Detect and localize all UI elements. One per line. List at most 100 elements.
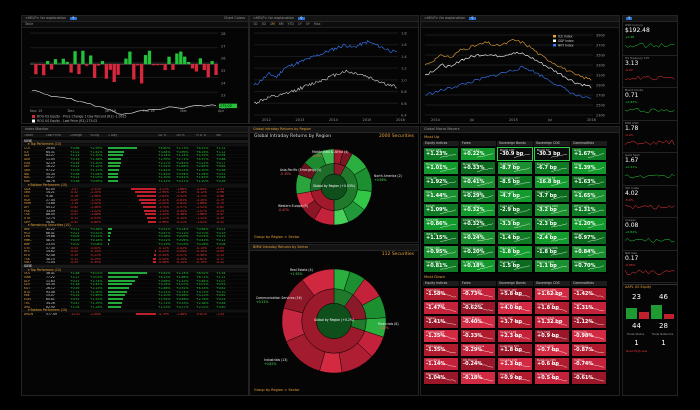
mover-tile[interactable]: Cocoa -1.42% — [571, 287, 607, 301]
mover-tile[interactable]: Mexico CDS -1.1 bp — [534, 259, 570, 273]
mover-tile[interactable]: Indonesia CDS -3.2 bp — [534, 203, 570, 217]
table-row[interactable]: CCE 29.64 +0.86 +2.99% +4.80% +1.73% +8.31% +1.… — [22, 146, 248, 152]
quote-panel[interactable]: Brent Crude 0.71 +0.83% — [623, 88, 677, 121]
table-row[interactable]: SWK 77.22 +2.27 +3.03% +4.13% +1.86% +6.71% +1.… — [22, 276, 248, 281]
mover-tile[interactable]: Swiss Franc -0.40% — [460, 315, 496, 329]
column-header[interactable]: %Chg — [90, 133, 100, 137]
table-row[interactable]: TSK 38.15 -0.11 -0.29% -0.45% -0.10% -0.61% -0.… — [22, 257, 248, 262]
table-row[interactable]: GRP 50.61 -0.41 -0.80% -0.96% -0.21% -1.02% -0.… — [22, 220, 248, 225]
ratio-chart-window[interactable]: <HELP> for explanation ⚲ 1D 3D 1M 6M YTD 1Y 5Y… — [249, 15, 419, 124]
search-icon[interactable]: ⚲ — [298, 16, 305, 20]
table-row[interactable]: OBE 14.21 -0.32 -2.20% -2.94% -1.18% -4.12% -0.… — [22, 191, 248, 196]
mover-tile[interactable]: Taiwan -1.41% — [423, 315, 459, 329]
mover-tile[interactable]: India 10Y -2.9 bp — [497, 203, 533, 217]
table-row[interactable]: EXA 42.19 +0.54 +1.30% +2.27% +0.63% +3.21% +0.… — [22, 161, 248, 166]
quote-panel[interactable]: Copper 0.08 +0.82% — [623, 218, 677, 251]
mover-tile[interactable]: Canadian $ -0.18% — [460, 371, 496, 385]
mover-tile[interactable]: Soybean +0.70% — [571, 259, 607, 273]
mover-tile[interactable]: Russia 10Y -1.5 bp — [497, 259, 533, 273]
table-row[interactable]: OTE 57.30 -0.03 -0.05% -0.11% -0.02% -0.14% -0.… — [22, 246, 248, 251]
mover-tile[interactable]: Mexico 10Y -1.4 bp — [497, 231, 533, 245]
column-header[interactable]: 1 Day — [108, 133, 118, 137]
mover-tile[interactable]: Chilean Peso +0.32% — [460, 217, 496, 231]
index-row[interactable]: SX5E — [22, 264, 248, 270]
table-row[interactable]: MMC 48.71 +0.09 +0.18% +0.31% +0.06% +0.41% +0.… — [22, 239, 248, 244]
mover-tile[interactable]: France CDS +0.7 bp — [534, 343, 570, 357]
table-row[interactable]: BAC 20.27 +0.21 +1.05% +1.30% +0.41% +1.63% +0.… — [22, 176, 248, 181]
mover-tile[interactable]: Philippines -1.35% — [423, 343, 459, 357]
table-row[interactable]: LPB 19.88 +0.05 +0.25% +0.38% +0.09% +0.55% +0.… — [22, 235, 248, 240]
table-row[interactable]: MHR 73.68 -1.14 -1.52% -2.05% -0.61% -2.86% -0.… — [22, 202, 248, 207]
mover-tile[interactable]: Poland 10Y -1.8 bp — [497, 245, 533, 259]
column-header[interactable]: Ticker — [24, 133, 34, 137]
column-header[interactable]: Vol — [216, 133, 221, 137]
sector-returns-window[interactable]: BMW Intraday Returns by Sector 112 Secur… — [249, 244, 419, 396]
table-row[interactable]: EGN 60.81 +0.92 +1.53% +1.95% +0.46% +2.76% +0.… — [22, 298, 248, 303]
mover-tile[interactable]: Brazil Real +0.33% — [460, 161, 496, 175]
mover-tile[interactable]: Mexico Peso +0.41% — [460, 175, 496, 189]
mover-tile[interactable]: Thailand SET -1.35% — [423, 329, 459, 343]
mover-tile[interactable]: Russia Ruble +0.29% — [460, 189, 496, 203]
category-header[interactable]: Equity Indices — [423, 281, 459, 286]
mover-tile[interactable]: Brazil 5Y -30.3 bp — [534, 147, 570, 161]
mover-tile[interactable]: Brent +1.65% — [571, 189, 607, 203]
mover-tile[interactable]: FTSE 100 +0.95% — [423, 245, 459, 259]
region-sunburst[interactable]: Global by Region (+0.03%) Middle East & A… — [250, 143, 418, 235]
column-header[interactable]: YTD % — [196, 133, 207, 137]
table-row[interactable]: DFI 45.12 -0.62 -1.36% -1.74% -0.57% -2.41% -0.… — [22, 205, 248, 211]
mover-tile[interactable]: Spain 10Y -4.7 bp — [497, 189, 533, 203]
table-row[interactable]: OLS 38.41 +1.48 +4.01% +5.62% +2.14% +8.92% +1.… — [22, 272, 248, 277]
mover-tile[interactable]: Copper +1.63% — [571, 175, 607, 189]
quote-panel[interactable]: US Treasury 10Y 3.13 -0.02 — [623, 56, 677, 88]
table-row[interactable]: EFG 92.48 -0.19 -0.21% -0.34% -0.07% -0.46% -0.… — [22, 253, 248, 258]
quote-panel[interactable]: EUR USD 1.78 -0.03 — [623, 121, 677, 153]
mover-tile[interactable]: S Africa Rand +0.18% — [460, 259, 496, 273]
mover-tile[interactable]: Czech Koruna +0.20% — [460, 245, 496, 259]
table-row[interactable]: BTA 93.48 +1.74 +1.90% +2.51% +0.74% +3.75% +0.… — [22, 290, 248, 295]
mover-tile[interactable]: Colombia 10Y -8.5 bp — [497, 175, 533, 189]
mover-tile[interactable]: Corn +0.84% — [571, 245, 607, 259]
table-row[interactable]: DEF 18.22 +0.22 +1.22% +1.92% +1.84% +2.85% +0.… — [22, 165, 248, 170]
category-header[interactable]: Commodities — [571, 281, 607, 286]
mover-tile[interactable]: Lumber -0.61% — [571, 371, 607, 385]
mover-tile[interactable]: Japanese Yen -0.73% — [460, 287, 496, 301]
macro-movers-window[interactable]: Global Macro Movers Most Up Equity Indice… — [420, 126, 620, 396]
range-tab-1y[interactable]: 1Y — [297, 22, 302, 26]
index-monitor-window[interactable]: Index Monitor Ticker Last Price Change %Chg… — [21, 126, 249, 396]
chart-colors-button[interactable]: Chart Colors — [223, 16, 245, 20]
quote-strip-window[interactable]: ⚲ USD Curncy $192.48 +0.48 US Treasury 10Y 3… — [622, 15, 678, 396]
table-row[interactable]: TRC 34.26 +0.47 +1.39% +1.71% +0.33% +2.38% +0.… — [22, 301, 248, 306]
section-header[interactable]: ▾ Remaining Securities (10) — [22, 224, 248, 229]
category-header[interactable]: Sovereign Bonds — [497, 281, 533, 286]
search-icon[interactable]: ⚲ — [469, 16, 476, 20]
mover-tile[interactable]: Wheat +0.97% — [571, 231, 607, 245]
sector-sunburst[interactable]: Global by Region (+0.2%)Real Estate (4)+… — [250, 259, 418, 383]
mover-tile[interactable]: Austria CDS +0.5 bp — [534, 371, 570, 385]
table-row[interactable]: UTR 12.74 -0.12 -0.93% -1.12% -0.30% -1.32% -0.… — [22, 217, 248, 222]
mover-tile[interactable]: Euro -0.33% — [460, 329, 496, 343]
table-row[interactable]: AMZN 577.49 -12.01 -2.04% -4.79% -1.48% -9.81%… — [22, 312, 248, 317]
table-tab[interactable]: Table — [25, 22, 34, 26]
table-row[interactable]: ALP 11.63 +0.31 +2.74% +3.69% +1.33% +5.84% +1.… — [22, 279, 248, 284]
quote-panel[interactable]: Gold Spot 1.67 +0.41% — [623, 153, 677, 186]
mover-tile[interactable]: WTI Crude +1.31% — [571, 203, 607, 217]
mover-tile[interactable]: Colombia CDS -1.8 bp — [534, 245, 570, 259]
mover-tile[interactable]: Korean Won +0.32% — [460, 203, 496, 217]
quote-panel[interactable]: Nat Gas 0.17 -0.95% — [623, 251, 677, 283]
mover-tile[interactable]: Korea 5Y -6.7 bp — [534, 161, 570, 175]
mover-tile[interactable]: Italy 10Y +3.7 bp — [497, 315, 533, 329]
range-tab-max[interactable]: Max — [313, 22, 321, 26]
mover-tile[interactable]: Palladium -0.87% — [571, 343, 607, 357]
mover-tile[interactable]: Ireland 10Y +2.3 bp — [497, 329, 533, 343]
mover-tile[interactable]: Cotton -0.74% — [571, 357, 607, 371]
mover-tile[interactable]: Norway Krone -0.62% — [460, 301, 496, 315]
search-icon[interactable]: ⚲ — [626, 16, 633, 20]
table-row[interactable]: AKR 11.05 +0.15 +1.38% +2.99% +2.71% +4.97% +0.… — [22, 158, 248, 163]
section-header[interactable]: ▾ Bottom Performers (10) — [22, 183, 248, 188]
range-tab-1m[interactable]: 1M — [269, 22, 275, 26]
mover-tile[interactable]: Brazil 10Y -30.9 bp — [497, 147, 533, 161]
quote-panel[interactable]: USD Curncy $192.48 +0.48 — [623, 23, 677, 56]
mover-tile[interactable]: Hang Seng +1.01% — [423, 161, 459, 175]
category-header[interactable]: Commodities — [571, 141, 607, 146]
table-row[interactable]: RFC 14.62 -0.02 -0.14% -0.22% -0.04% -0.30% -0.… — [22, 250, 248, 255]
